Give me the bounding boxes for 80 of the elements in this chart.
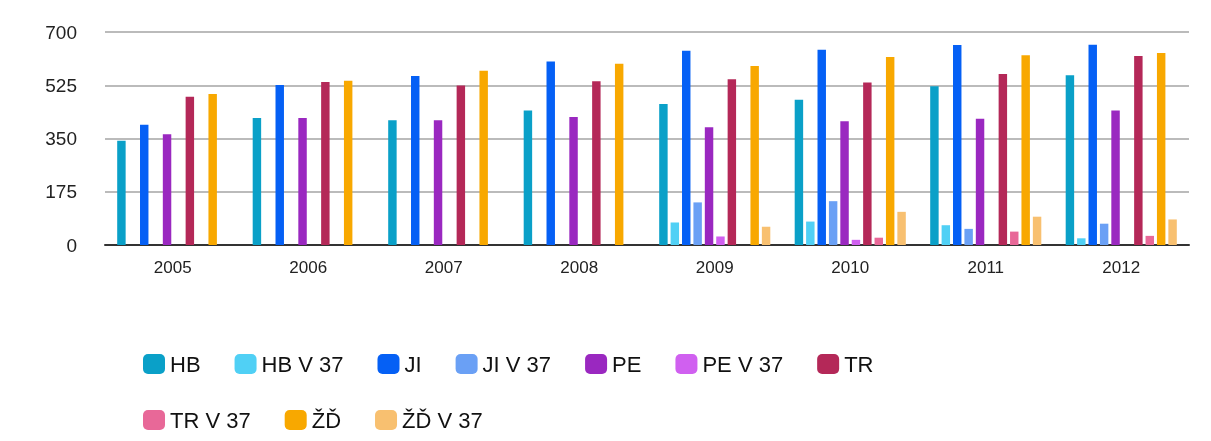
bar	[930, 86, 939, 245]
x-tick-label: 2008	[560, 258, 599, 277]
bar	[208, 94, 217, 245]
y-tick-label: 525	[45, 74, 77, 96]
bar	[682, 50, 691, 245]
bar	[851, 239, 861, 245]
bar	[523, 110, 533, 245]
bar	[670, 222, 680, 245]
bar	[162, 134, 172, 245]
bar	[1134, 56, 1143, 245]
bar	[693, 202, 702, 245]
bar	[546, 61, 555, 245]
legend-label: PE	[612, 351, 642, 377]
bar	[1111, 110, 1120, 245]
bar	[975, 118, 985, 245]
bar	[1032, 216, 1042, 245]
bar	[592, 81, 601, 245]
bar	[456, 85, 466, 245]
x-tick-label: 2011	[967, 258, 1005, 277]
bar	[716, 236, 725, 245]
bar	[185, 96, 195, 245]
bar	[874, 237, 883, 245]
bar	[388, 120, 397, 245]
bar	[321, 81, 330, 245]
bar	[343, 80, 353, 245]
bar	[411, 76, 420, 245]
legend-label: TR	[844, 351, 874, 377]
bar	[569, 116, 578, 245]
legend-label: PE V 37	[702, 351, 784, 377]
legend-label: HB	[170, 351, 201, 377]
bar	[1010, 231, 1019, 245]
bar	[953, 45, 962, 245]
x-tick-label: 2006	[289, 258, 328, 277]
bar	[761, 226, 771, 245]
bar	[1145, 235, 1154, 245]
bar	[1065, 75, 1075, 245]
bar	[727, 79, 737, 245]
bar	[941, 225, 951, 245]
bar	[140, 124, 149, 245]
bar	[806, 221, 815, 245]
x-tick-label: 2012	[1102, 258, 1141, 277]
bar	[479, 70, 488, 245]
bar	[794, 99, 804, 245]
legend-label: ŽĎ	[311, 407, 342, 433]
bar	[998, 73, 1008, 245]
y-tick-label: 350	[45, 128, 77, 149]
bar	[275, 84, 284, 245]
bar	[964, 228, 973, 245]
bar	[863, 82, 872, 245]
bar	[614, 63, 624, 245]
bar	[433, 120, 443, 245]
bar	[117, 140, 126, 245]
bar	[1021, 55, 1030, 245]
bar	[840, 121, 849, 245]
y-tick-label: 175	[45, 181, 77, 203]
legend-label: JI V 37	[482, 351, 552, 377]
bar	[298, 118, 307, 245]
bar	[1077, 238, 1086, 245]
bar	[817, 49, 826, 245]
x-tick-label: 2007	[424, 258, 463, 277]
y-tick-label: 700	[45, 21, 77, 43]
legend-label: HB V 37	[261, 351, 344, 377]
bar	[828, 201, 838, 245]
bar	[750, 66, 759, 245]
bar	[659, 104, 668, 245]
x-tick-label: 2009	[695, 258, 734, 277]
bar	[252, 118, 262, 245]
y-tick-label: 0	[66, 234, 77, 256]
legend-label: TR V 37	[170, 407, 251, 433]
bar	[897, 211, 906, 245]
legend-label: ŽĎ V 37	[402, 407, 483, 433]
bar	[1168, 219, 1177, 245]
bar	[704, 127, 714, 245]
bar	[1099, 223, 1109, 245]
legend-label: JI	[404, 351, 422, 377]
x-tick-label: 2005	[153, 258, 192, 277]
bar	[1088, 44, 1097, 245]
x-tick-label: 2010	[831, 258, 870, 277]
bar	[885, 56, 895, 245]
bar	[1156, 53, 1166, 245]
